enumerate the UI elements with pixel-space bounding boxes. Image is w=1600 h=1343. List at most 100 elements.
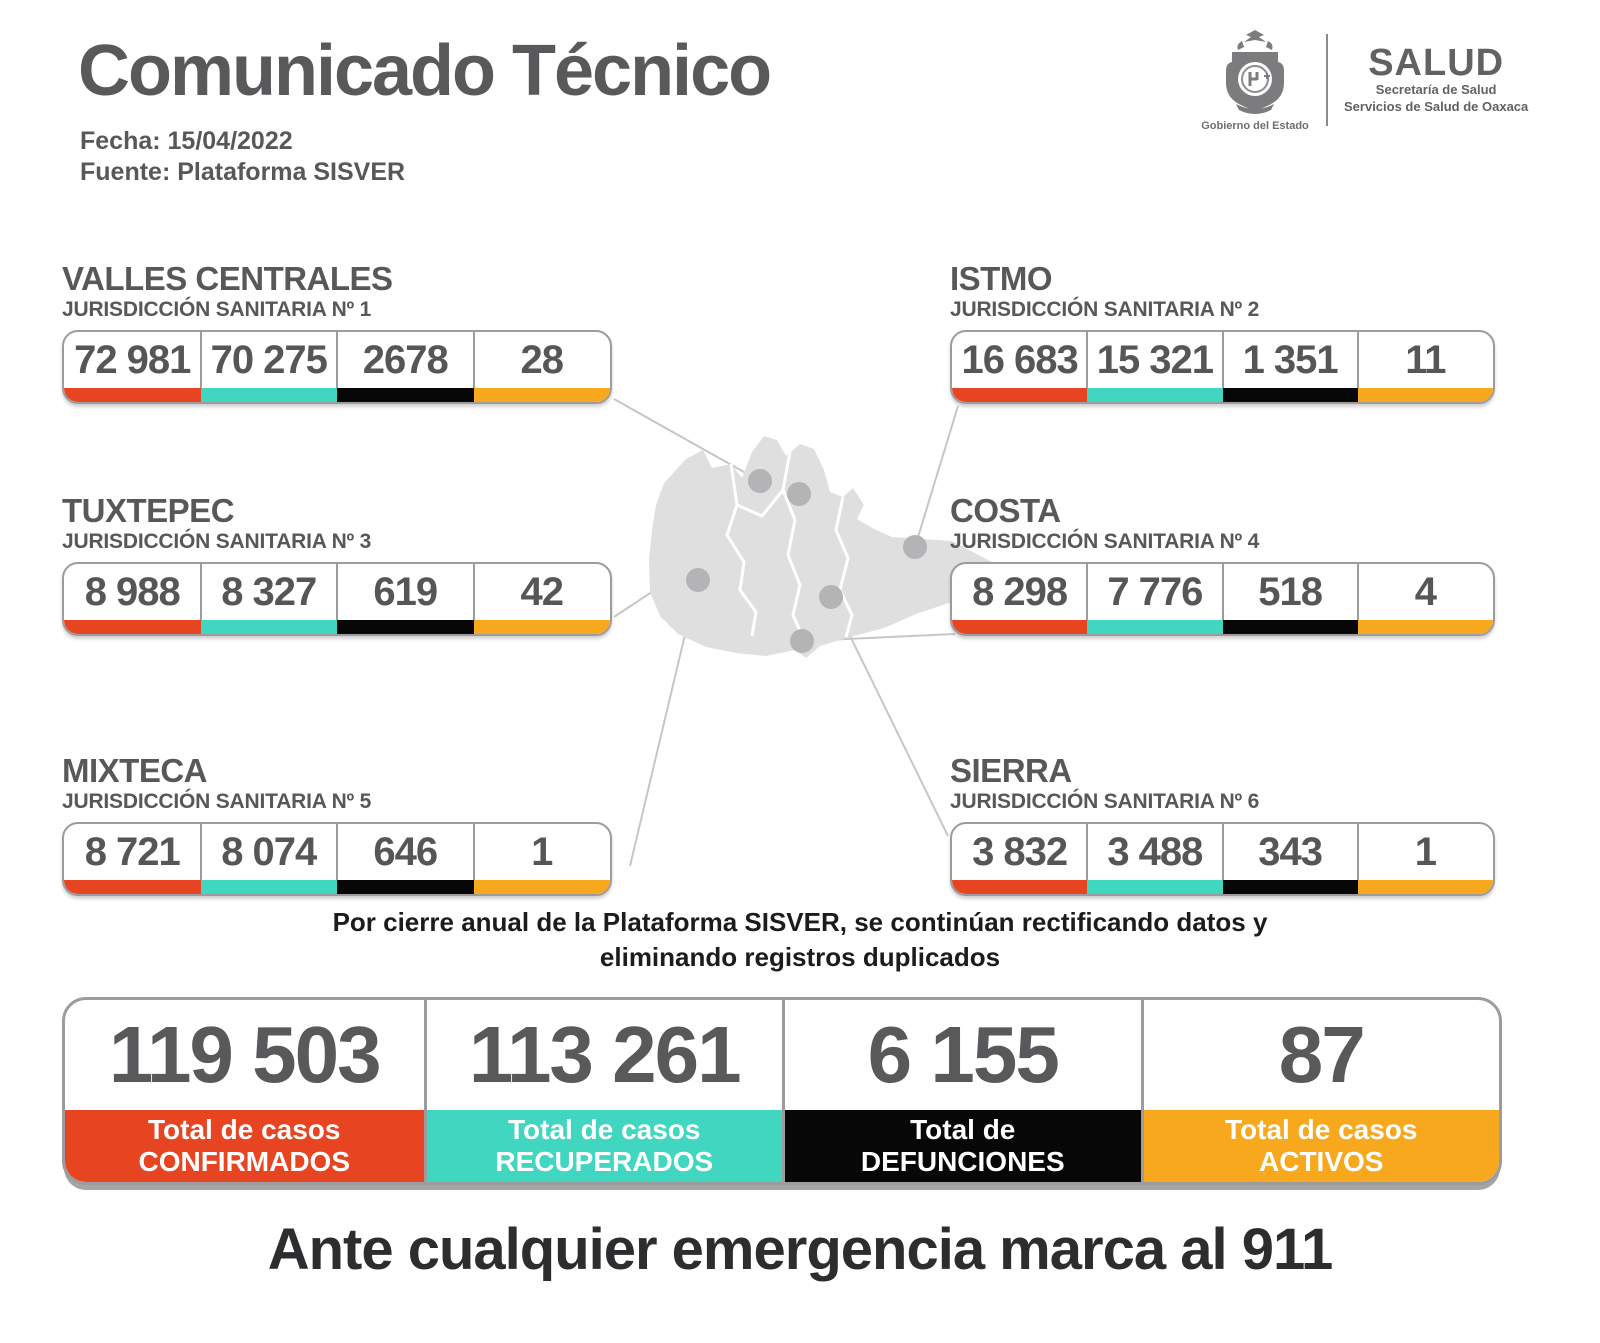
label-line-1: Total de casos — [148, 1113, 341, 1145]
note-line-2: eliminando registros duplicados — [599, 942, 1001, 973]
state-crest-icon — [1226, 30, 1284, 114]
label-line-2: CONFIRMADOS — [138, 1146, 351, 1177]
confirmed-cell: 16 683 — [952, 332, 1088, 402]
recovered-bar — [1087, 619, 1223, 634]
total-recovered-value: 113 261 — [468, 1010, 742, 1099]
deaths-cell: 619 — [336, 563, 474, 634]
confirmed-cell: 3 832 — [952, 824, 1088, 894]
active-value: 1 — [531, 830, 553, 875]
recovered-cell: 7 776 — [1086, 563, 1223, 634]
total-active-value: 87 — [1278, 1010, 1366, 1099]
dot-istmo — [903, 535, 927, 559]
region-stats: 8 988 8 327 619 42 — [62, 561, 612, 636]
recovered-cell: 3 488 — [1086, 823, 1223, 894]
active-cell: 1 — [472, 823, 610, 894]
total-active-label: Total de casos ACTIVOS — [1143, 1110, 1499, 1182]
emergency-call-text: Ante cualquier emergencia marca al 911 — [267, 1217, 1334, 1282]
region-jurisdiction: JURISDICCIÓN SANITARIA Nº 2 — [950, 297, 1260, 321]
region-card-sierra: SIERRA JURISDICCIÓN SANITARIA Nº 6 3 832… — [950, 754, 1495, 896]
government-label: Gobierno del Estado — [1201, 120, 1309, 132]
confirmed-bar — [952, 387, 1088, 402]
label-line-1: Total de — [910, 1113, 1016, 1145]
dot-sierra — [819, 585, 843, 609]
deaths-value: 518 — [1258, 570, 1323, 615]
logo-divider — [1326, 34, 1328, 126]
active-cell: 4 — [1356, 563, 1493, 634]
region-name: VALLES CENTRALES — [62, 260, 393, 297]
report-meta: Fecha: 15/04/2022 Fuente: Plataforma SIS… — [80, 126, 405, 187]
confirmed-value: 3 832 — [972, 830, 1068, 875]
recovered-cell: 70 275 — [199, 331, 337, 402]
active-cell: 1 — [1356, 823, 1493, 894]
totals-bar: 119 503 Total de casos CONFIRMADOS 113 2… — [62, 997, 1502, 1185]
dot-mixteca — [686, 568, 710, 592]
recovered-cell: 8 074 — [199, 823, 337, 894]
deaths-bar — [1222, 387, 1358, 402]
deaths-value: 646 — [373, 830, 438, 875]
confirmed-value: 16 683 — [961, 338, 1078, 383]
confirmed-bar — [952, 619, 1088, 634]
map-connector-lines — [613, 398, 959, 867]
confirmed-cell: 72 981 — [64, 332, 201, 402]
deaths-cell: 1 351 — [1221, 331, 1358, 402]
deaths-bar — [337, 387, 474, 402]
active-cell: 11 — [1356, 331, 1493, 402]
confirmed-bar — [952, 879, 1088, 894]
region-name: TUXTEPEC — [62, 492, 235, 529]
active-cell: 42 — [472, 563, 610, 634]
active-bar — [473, 619, 610, 634]
region-stats: 8 298 7 776 518 4 — [950, 561, 1495, 636]
recovered-cell: 15 321 — [1086, 331, 1223, 402]
salud-wordmark: SALUD Secretaría de Salud Servicios de S… — [1344, 44, 1528, 116]
recovered-bar — [1087, 387, 1223, 402]
salud-sub2: Servicios de Salud de Oaxaca — [1344, 99, 1529, 114]
active-value: 4 — [1414, 570, 1437, 615]
confirmed-cell: 8 988 — [64, 564, 201, 634]
salud-name: SALUD — [1368, 42, 1505, 85]
recovered-value: 8 327 — [221, 570, 317, 615]
deaths-cell: 2678 — [336, 331, 474, 402]
total-deaths-value: 6 155 — [867, 1010, 1060, 1099]
label-line-2: RECUPERADOS — [495, 1146, 714, 1177]
region-jurisdiction: JURISDICCIÓN SANITARIA Nº 4 — [950, 529, 1260, 553]
deaths-value: 1 351 — [1242, 338, 1339, 383]
confirmed-value: 8 988 — [84, 570, 181, 615]
label-line-1: Total de casos — [508, 1113, 701, 1145]
region-card-tuxtepec: TUXTEPEC JURISDICCIÓN SANITARIA Nº 3 8 9… — [62, 494, 612, 636]
page-title: Comunicado Técnico — [78, 31, 772, 111]
region-boundaries — [725, 451, 854, 646]
dot-tuxtepec — [787, 482, 811, 506]
recovered-cell: 8 327 — [199, 563, 337, 634]
total-deaths-label: Total de DEFUNCIONES — [785, 1110, 1141, 1182]
deaths-bar — [337, 619, 474, 634]
deaths-value: 2678 — [362, 338, 449, 383]
deaths-bar — [1222, 879, 1358, 894]
region-name: SIERRA — [950, 752, 1072, 789]
total-recovered-label: Total de casos RECUPERADOS — [426, 1110, 782, 1182]
total-confirmed: 119 503 Total de casos CONFIRMADOS — [65, 1000, 424, 1182]
state-silhouette — [649, 436, 992, 658]
deaths-cell: 518 — [1221, 563, 1358, 634]
recovered-value: 70 275 — [210, 338, 328, 383]
recovered-bar — [200, 619, 337, 634]
region-card-valles-centrales: VALLES CENTRALES JURISDICCIÓN SANITARIA … — [62, 262, 612, 404]
confirmed-cell: 8 721 — [64, 824, 201, 894]
active-bar — [473, 387, 610, 402]
region-stats: 3 832 3 488 343 1 — [950, 821, 1495, 896]
region-name: COSTA — [950, 492, 1061, 529]
confirmed-cell: 8 298 — [952, 564, 1088, 634]
label-line-1: Total de casos — [1225, 1113, 1418, 1145]
region-marker-dots — [686, 469, 927, 653]
deaths-bar — [1222, 619, 1358, 634]
rectification-note: Por cierre anual de la Plataforma SISVER… — [0, 905, 1600, 975]
report-source: Fuente: Plataforma SISVER — [80, 157, 406, 186]
total-confirmed-label: Total de casos CONFIRMADOS — [65, 1110, 424, 1182]
region-jurisdiction: JURISDICCIÓN SANITARIA Nº 5 — [62, 789, 372, 813]
active-value: 28 — [520, 338, 564, 383]
confirmed-value: 8 721 — [84, 830, 181, 875]
region-card-istmo: ISTMO JURISDICCIÓN SANITARIA Nº 2 16 683… — [950, 262, 1495, 404]
active-bar — [1357, 619, 1493, 634]
state-crest: Gobierno del Estado — [1200, 28, 1310, 132]
note-line-1: Por cierre anual de la Plataforma SISVER… — [332, 907, 1268, 937]
